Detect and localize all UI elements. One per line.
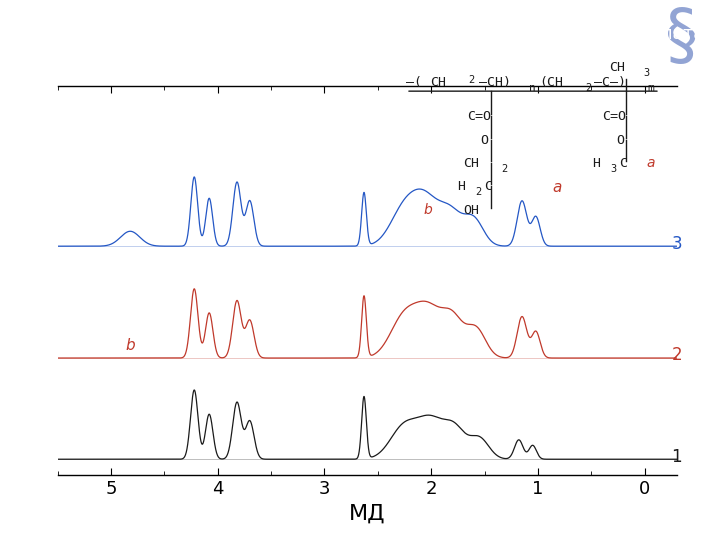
Text: H: H	[592, 157, 600, 170]
Text: b: b	[423, 202, 432, 217]
Text: (CH: (CH	[540, 76, 564, 89]
Text: CH: CH	[430, 76, 446, 89]
Text: §: §	[665, 5, 698, 72]
Text: m: m	[647, 83, 654, 93]
Text: 3: 3	[643, 68, 649, 78]
Text: –C–): –C–)	[594, 76, 626, 89]
Text: CH: CH	[464, 157, 480, 170]
Text: 3: 3	[611, 164, 617, 174]
Text: a: a	[647, 156, 655, 170]
Text: C: C	[619, 157, 627, 170]
Text: b: b	[125, 338, 135, 353]
Text: 1: 1	[672, 448, 682, 465]
Text: O: O	[616, 133, 624, 146]
Text: n: n	[528, 83, 536, 93]
Text: 2: 2	[585, 83, 591, 93]
Text: 2: 2	[475, 187, 482, 197]
Text: a: a	[552, 180, 562, 195]
Text: O: O	[480, 133, 489, 146]
Text: C=O: C=O	[603, 110, 626, 123]
Text: 2: 2	[469, 75, 475, 85]
Text: H: H	[456, 180, 465, 193]
Text: 3: 3	[672, 234, 682, 253]
Text: –CH): –CH)	[479, 76, 510, 89]
Text: –(: –(	[406, 76, 422, 89]
Text: C: C	[484, 180, 492, 193]
X-axis label: МД: МД	[349, 504, 385, 524]
Text: OH: OH	[464, 204, 480, 217]
Text: 2: 2	[501, 164, 507, 174]
Text: 2: 2	[672, 346, 682, 364]
Text: C=O: C=O	[467, 110, 491, 123]
Text: CH: CH	[609, 60, 625, 73]
Text: ЯМР (Н¹) спектры (со)полимеров гидроксиэтилакрилата и метилакрилата: ЯМР (Н¹) спектры (со)полимеров гидроксиэ…	[18, 25, 704, 43]
